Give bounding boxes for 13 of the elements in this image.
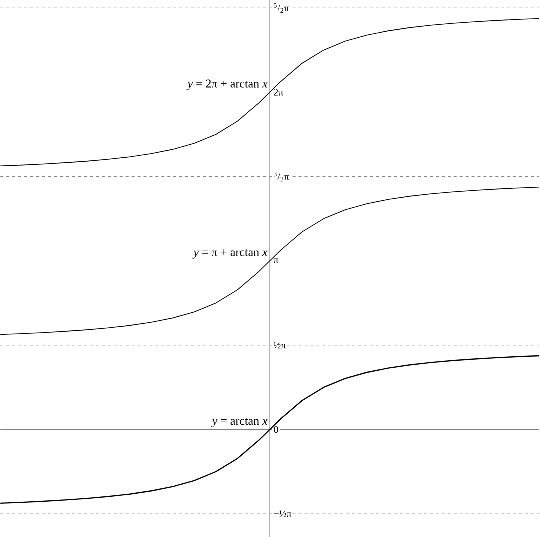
line-series: [0, 355, 540, 504]
line-series: [0, 18, 540, 166]
y-tick-label: −½π: [274, 510, 292, 518]
annotation: y = 2π + arctan x: [186, 80, 268, 90]
line-series: [0, 186, 540, 335]
y-tick-label: $^{5}$/$_{2}$π: [274, 3, 290, 13]
annotation: y = π + arctan x: [192, 249, 268, 259]
y-tick-label: π: [274, 258, 279, 264]
y-tick-label: $^{3}$/$_{2}$π: [274, 172, 290, 182]
y-tick-label: 0: [274, 426, 278, 433]
annotation: y = arctan x: [211, 418, 268, 428]
y-tick-label: 2π: [274, 88, 284, 96]
y-tick-label: ½π: [274, 342, 286, 349]
